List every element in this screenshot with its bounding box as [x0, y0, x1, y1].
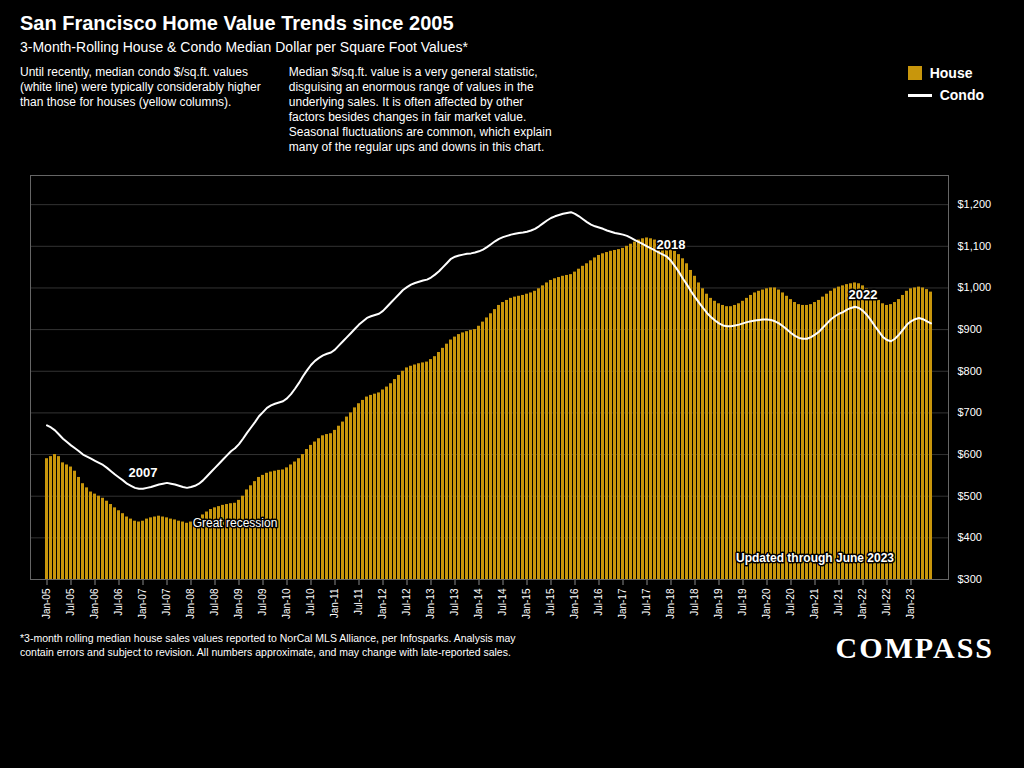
- svg-text:Jul-21: Jul-21: [833, 588, 844, 616]
- svg-text:Jul-19: Jul-19: [737, 588, 748, 616]
- svg-text:Jan-18: Jan-18: [665, 588, 676, 619]
- svg-text:Great recession: Great recession: [193, 516, 278, 530]
- svg-text:2007: 2007: [129, 465, 158, 480]
- svg-text:$500: $500: [958, 490, 982, 502]
- svg-text:Updated through June 2023: Updated through June 2023: [736, 551, 894, 565]
- svg-text:Jan-06: Jan-06: [89, 588, 100, 619]
- svg-text:Jul-17: Jul-17: [641, 588, 652, 616]
- svg-text:Jul-07: Jul-07: [161, 588, 172, 616]
- svg-text:Jul-18: Jul-18: [689, 588, 700, 616]
- svg-text:$400: $400: [958, 531, 982, 543]
- svg-text:Jul-10: Jul-10: [305, 588, 316, 616]
- svg-text:Jan-20: Jan-20: [761, 588, 772, 619]
- svg-text:Jan-11: Jan-11: [329, 588, 340, 618]
- svg-text:Jul-16: Jul-16: [593, 588, 604, 616]
- svg-text:Jan-19: Jan-19: [713, 588, 724, 619]
- svg-text:Jan-16: Jan-16: [569, 588, 580, 619]
- svg-text:Jul-14: Jul-14: [497, 588, 508, 616]
- svg-text:Jan-10: Jan-10: [281, 588, 292, 619]
- svg-text:Jul-13: Jul-13: [449, 588, 460, 616]
- svg-text:Jan-05: Jan-05: [41, 588, 52, 619]
- svg-text:$800: $800: [958, 365, 982, 377]
- svg-text:Jul-08: Jul-08: [209, 588, 220, 616]
- svg-text:$600: $600: [958, 448, 982, 460]
- svg-text:Jan-12: Jan-12: [377, 588, 388, 619]
- svg-text:$300: $300: [958, 573, 982, 585]
- html-text:3-Month-Rolling House & Condo: 3-Month-Rolling House & Condo Median Dol…: [20, 39, 468, 55]
- svg-text:Jul-20: Jul-20: [785, 588, 796, 616]
- svg-text:2022: 2022: [849, 287, 878, 302]
- svg-text:Jan-17: Jan-17: [617, 588, 628, 619]
- svg-text:Jan-07: Jan-07: [137, 588, 148, 619]
- svg-text:Jan-09: Jan-09: [233, 588, 244, 619]
- svg-text:Jul-12: Jul-12: [401, 588, 412, 616]
- svg-text:Jan-13: Jan-13: [425, 588, 436, 619]
- svg-text:$900: $900: [958, 323, 982, 335]
- svg-text:Jan-22: Jan-22: [857, 588, 868, 619]
- svg-text:Jan-08: Jan-08: [185, 588, 196, 619]
- html-text:Condo: Condo: [939, 87, 984, 103]
- svg-text:$1,000: $1,000: [958, 281, 992, 293]
- html-text:Median $/sq.ft. value is a ver: Median $/sq.ft. value is a very general …: [288, 65, 552, 154]
- svg-text:2018: 2018: [657, 237, 686, 252]
- svg-text:Jul-06: Jul-06: [113, 588, 124, 616]
- svg-text:$700: $700: [958, 406, 982, 418]
- html-text:House: House: [929, 65, 973, 81]
- html-text:Until recently, median condo $: Until recently, median condo $/sq.ft. va…: [20, 65, 261, 109]
- html-text:San Francisco Home Value Trend: San Francisco Home Value Trends since 20…: [20, 12, 454, 34]
- svg-text:Jan-21: Jan-21: [809, 588, 820, 619]
- svg-text:Jul-22: Jul-22: [881, 588, 892, 616]
- svg-text:Jan-23: Jan-23: [905, 588, 916, 619]
- svg-text:Jul-05: Jul-05: [65, 588, 76, 616]
- svg-text:Jul-09: Jul-09: [257, 588, 268, 616]
- html-text:*3-month rolling median house: *3-month rolling median house sales valu…: [20, 632, 516, 658]
- svg-text:Jan-14: Jan-14: [473, 588, 484, 619]
- svg-text:$1,200: $1,200: [958, 198, 992, 210]
- svg-text:Jul-15: Jul-15: [545, 588, 556, 616]
- svg-text:Jul-11: Jul-11: [353, 588, 364, 615]
- html-text:COMPASS: COMPASS: [835, 631, 994, 664]
- svg-text:Jan-15: Jan-15: [521, 588, 532, 619]
- svg-text:$1,100: $1,100: [958, 240, 992, 252]
